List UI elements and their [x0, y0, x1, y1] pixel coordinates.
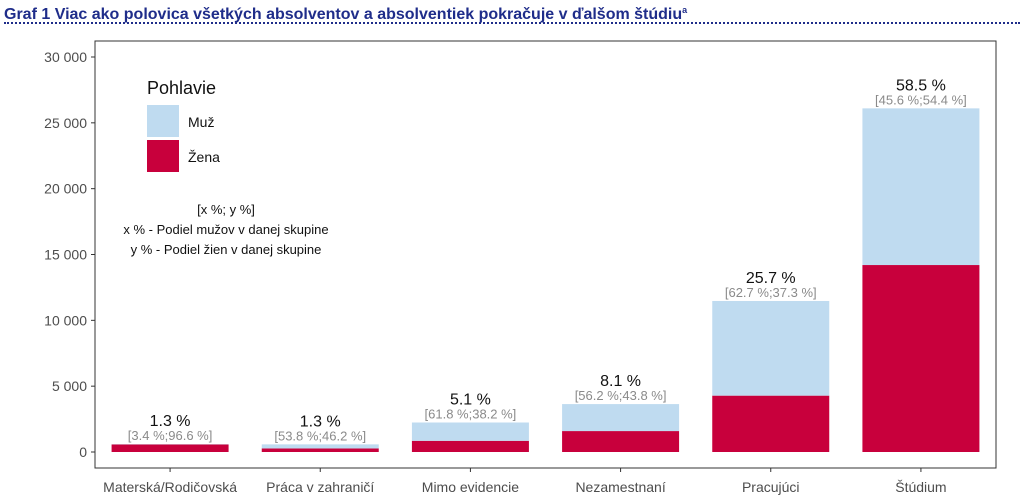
bar-split-label: [3.4 %;96.6 %]	[128, 428, 213, 443]
x-tick-label: Materská/Rodičovská	[103, 479, 237, 495]
bar-split-label: [62.7 %;37.3 %]	[725, 285, 817, 300]
y-tick-label: 10 000	[44, 312, 87, 328]
x-tick-label: Mimo evidencie	[422, 479, 519, 495]
bar-segment-muz	[562, 404, 680, 432]
y-axis: 0 5 000 10 000 15 000 20 000 25 000 30 000	[44, 49, 95, 460]
chart-title-text: Graf 1 Viac ako polovica všetkých absolv…	[4, 6, 683, 23]
title-underline	[4, 22, 1020, 24]
note-line-format: [x %; y %]	[197, 202, 255, 217]
bar-percent-label: 1.3 %	[300, 413, 341, 430]
bars	[111, 108, 980, 452]
legend-swatch-zena	[147, 140, 179, 172]
bar-percent-label: 5.1 %	[450, 392, 491, 409]
note-line-women: y % - Podiel žien v danej skupine	[131, 242, 322, 257]
x-tick-label: Nezamestnaní	[575, 479, 665, 495]
bar-segment-zena	[261, 448, 379, 452]
bar-segment-muz	[261, 444, 379, 449]
bar-split-label: [61.8 %;38.2 %]	[425, 407, 517, 422]
bar-segment-zena	[411, 440, 529, 452]
legend-note: [x %; y %] x % - Podiel mužov v danej sk…	[123, 202, 328, 257]
y-tick-label: 0	[79, 444, 87, 460]
legend: Pohlavie Muž Žena	[147, 78, 220, 172]
y-tick-label: 15 000	[44, 247, 87, 263]
x-axis: Materská/Rodičovská Práca v zahraničí Mimo…	[103, 468, 947, 495]
bar-segment-muz	[411, 422, 529, 441]
chart-title: Graf 1 Viac ako polovica všetkých absolv…	[4, 0, 688, 23]
bar-labels: [3.4 %;96.6 %]1.3 %[53.8 %;46.2 %]1.3 %[…	[128, 77, 967, 443]
bar-split-label: [56.2 %;43.8 %]	[575, 388, 667, 403]
x-tick-label: Pracujúci	[742, 479, 800, 495]
bar-segment-muz	[862, 108, 980, 266]
bar-segment-zena	[111, 444, 229, 452]
x-tick-label: Práca v zahraničí	[266, 479, 374, 495]
bar-segment-zena	[562, 431, 680, 452]
legend-title: Pohlavie	[147, 78, 216, 98]
y-tick-label: 5 000	[52, 378, 87, 394]
bar-split-label: [53.8 %;46.2 %]	[274, 428, 366, 443]
bar-percent-label: 8.1 %	[600, 373, 641, 390]
bar-percent-label: 1.3 %	[150, 413, 191, 430]
y-tick-label: 30 000	[44, 49, 87, 65]
legend-label-zena: Žena	[188, 149, 220, 165]
bar-percent-label: 25.7 %	[746, 270, 796, 287]
bar-segment-zena	[862, 265, 980, 452]
legend-swatch-muz	[147, 105, 179, 137]
x-tick-label: Štúdium	[895, 479, 946, 495]
chart-title-footnote-mark: a	[682, 5, 688, 15]
bar-split-label: [45.6 %;54.4 %]	[875, 92, 967, 107]
y-tick-label: 25 000	[44, 115, 87, 131]
bar-percent-label: 58.5 %	[896, 77, 946, 94]
y-tick-label: 20 000	[44, 181, 87, 197]
legend-label-muz: Muž	[188, 114, 214, 130]
bar-segment-muz	[712, 300, 830, 396]
note-line-men: x % - Podiel mužov v danej skupine	[123, 222, 328, 237]
bar-segment-zena	[712, 395, 830, 452]
